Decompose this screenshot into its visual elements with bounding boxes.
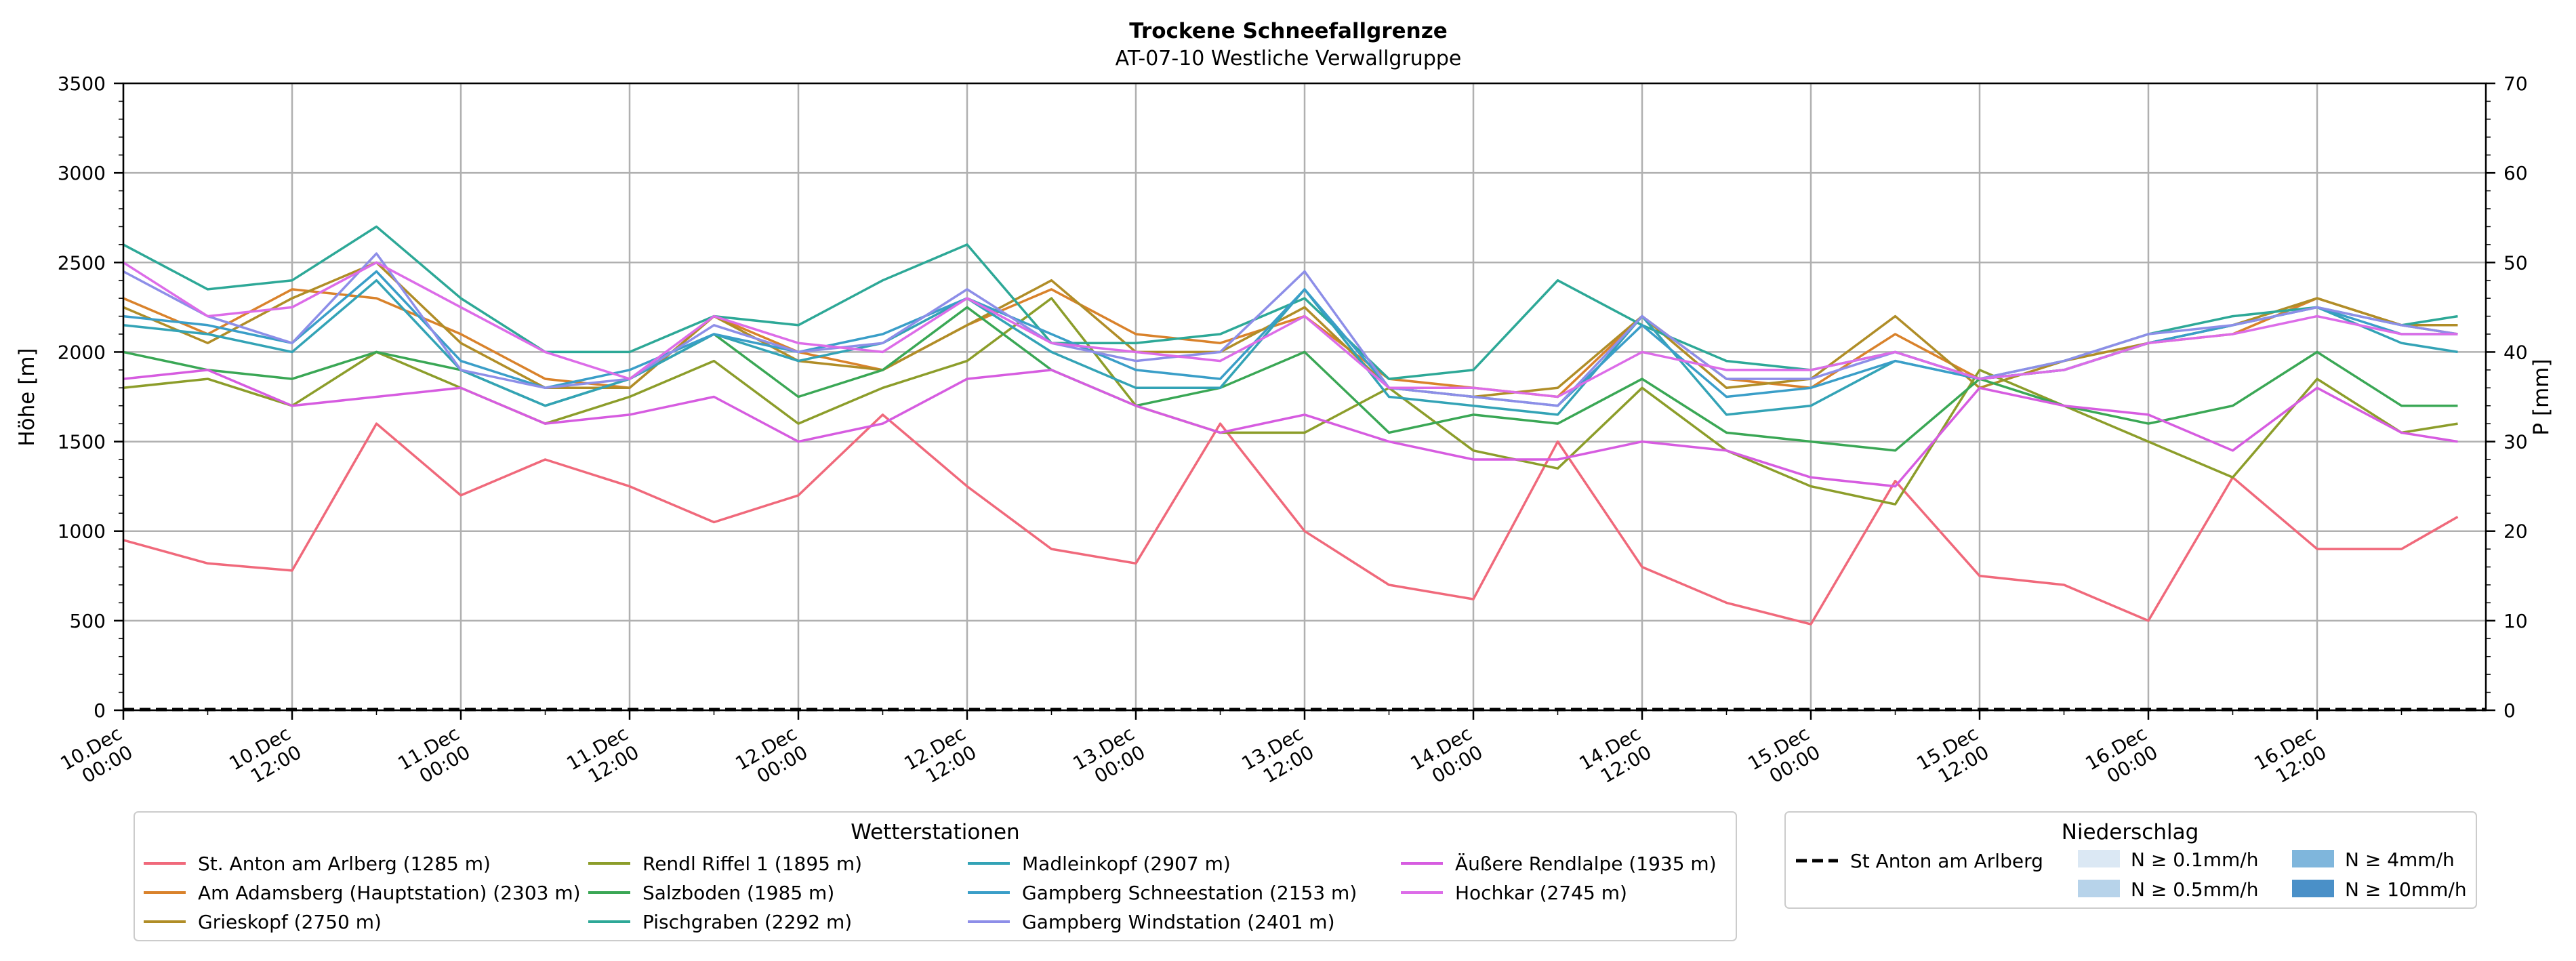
x-tick-label: 15.Dec12:00 xyxy=(1913,722,1993,794)
y2-tick-label: 20 xyxy=(2503,520,2528,543)
legend-label: Am Adamsberg (Hauptstation) (2303 m) xyxy=(198,882,581,904)
chart-title: Trockene Schneefallgrenze xyxy=(1129,19,1448,43)
y2-axis-ticks: 0 10 20 30 40 50 60 70 xyxy=(2486,73,2528,722)
legend-label: Hochkar (2745 m) xyxy=(1455,882,1627,904)
y2-tick-label: 60 xyxy=(2503,162,2528,184)
precip-level-label: N ≥ 10mm/h xyxy=(2345,878,2467,901)
series-line xyxy=(123,261,2458,398)
precip-level-label: N ≥ 0.5mm/h xyxy=(2131,878,2258,901)
precip-level-swatch xyxy=(2078,850,2120,867)
y-tick-label: 500 xyxy=(70,610,106,632)
y-tick-label: 0 xyxy=(94,699,106,722)
y-tick-label: 3000 xyxy=(58,162,106,184)
y-tick-label: 1000 xyxy=(58,520,106,543)
legend-label: Grieskopf (2750 m) xyxy=(198,911,382,933)
y-axis-ticks: 0 500 1000 1500 2000 2500 3000 3500 xyxy=(58,73,123,722)
precip-level-label: N ≥ 4mm/h xyxy=(2345,848,2455,871)
precip-level-swatch xyxy=(2078,880,2120,897)
series-line xyxy=(123,252,2458,407)
station-legend: Wetterstationen St. Anton am Arlberg (12… xyxy=(134,811,1737,941)
y2-tick-label: 50 xyxy=(2503,251,2528,274)
legend-label: Rendl Riffel 1 (1895 m) xyxy=(642,853,862,875)
precip-level-label: N ≥ 0.1mm/h xyxy=(2131,848,2258,871)
y2-tick-label: 30 xyxy=(2503,431,2528,453)
series-line xyxy=(123,261,2458,398)
series-lines xyxy=(123,225,2459,626)
series-line xyxy=(123,413,2459,626)
y-axis-label: Höhe [m] xyxy=(15,348,39,446)
precip-legend: Niederschlag St Anton am Arlberg N ≥ 0.1… xyxy=(1784,811,2477,909)
y2-tick-label: 70 xyxy=(2503,73,2528,95)
y2-tick-label: 10 xyxy=(2503,610,2528,632)
y-tick-label: 1500 xyxy=(58,431,106,453)
station-legend-title: Wetterstationen xyxy=(851,820,1019,844)
precip-legend-line-label: St Anton am Arlberg xyxy=(1850,850,2043,872)
legend-label: Gampberg Windstation (2401 m) xyxy=(1022,911,1335,933)
legend-label: Madleinkopf (2907 m) xyxy=(1022,853,1231,875)
y2-axis-label: P [mm] xyxy=(2529,359,2554,435)
y-tick-label: 2500 xyxy=(58,251,106,274)
series-line xyxy=(123,369,2458,488)
legend-label: Salzboden (1985 m) xyxy=(642,882,834,904)
legend-label: Gampberg Schneestation (2153 m) xyxy=(1022,882,1357,904)
precip-legend-title: Niederschlag xyxy=(2062,820,2199,844)
y-tick-label: 2000 xyxy=(58,341,106,363)
precip-level-swatch xyxy=(2292,850,2334,867)
y2-tick-label: 0 xyxy=(2503,699,2516,722)
x-tick-label: 14.Dec00:00 xyxy=(1407,722,1487,794)
precip-level-swatch xyxy=(2292,880,2334,897)
legend-label: St. Anton am Arlberg (1285 m) xyxy=(198,853,491,875)
legend-label: Äußere Rendlalpe (1935 m) xyxy=(1455,853,1717,875)
y-tick-label: 3500 xyxy=(58,73,106,95)
y2-tick-label: 40 xyxy=(2503,341,2528,363)
legend-label: Pischgraben (2292 m) xyxy=(642,911,852,933)
chart-subtitle: AT-07-10 Westliche Verwallgruppe xyxy=(1116,47,1462,70)
